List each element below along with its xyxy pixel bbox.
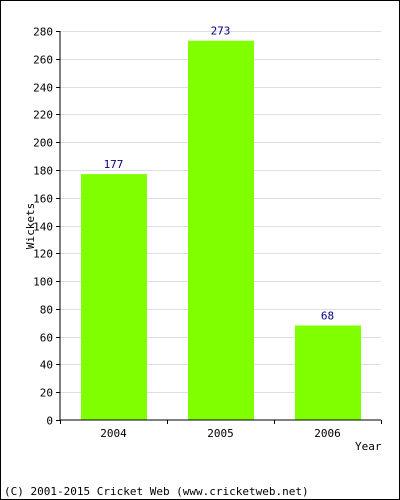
y-tick-label: 120 [33, 248, 53, 261]
y-tick-label: 220 [33, 109, 53, 122]
x-tick-label: 2005 [207, 427, 234, 440]
y-tick-label: 180 [33, 165, 53, 178]
bar-2005 [188, 40, 254, 420]
y-tick-label: 260 [33, 54, 53, 67]
x-axis-title: Year [355, 440, 382, 453]
bar-2004 [81, 174, 147, 420]
y-tick-label: 0 [46, 415, 53, 428]
value-labels: 177 273 68 [104, 25, 335, 323]
y-ticks: 0 20 40 60 80 100 120 140 160 180 200 220 240 260 280 [33, 26, 60, 428]
x-tick-label: 2006 [314, 427, 341, 440]
x-ticks: 2004 2005 2006 [60, 420, 382, 440]
axes [59, 31, 381, 421]
data-label: 177 [104, 158, 124, 171]
y-tick-label: 140 [33, 221, 53, 234]
y-axis-title: Wickets [24, 203, 37, 249]
data-label: 68 [321, 310, 334, 323]
y-tick-label: 60 [40, 332, 53, 345]
x-tick-label: 2004 [100, 427, 127, 440]
y-tick-label: 80 [40, 304, 53, 317]
y-tick-label: 160 [33, 193, 53, 206]
y-tick-label: 280 [33, 26, 53, 39]
bars [81, 40, 361, 420]
data-label: 273 [211, 25, 231, 38]
footer-copyright: (C) 2001-2015 Cricket Web (www.cricketwe… [4, 485, 309, 498]
y-tick-label: 240 [33, 82, 53, 95]
y-tick-label: 20 [40, 387, 53, 400]
bar-2006 [295, 325, 361, 420]
y-tick-label: 200 [33, 137, 53, 150]
y-tick-label: 100 [33, 276, 53, 289]
y-tick-label: 40 [40, 359, 53, 372]
